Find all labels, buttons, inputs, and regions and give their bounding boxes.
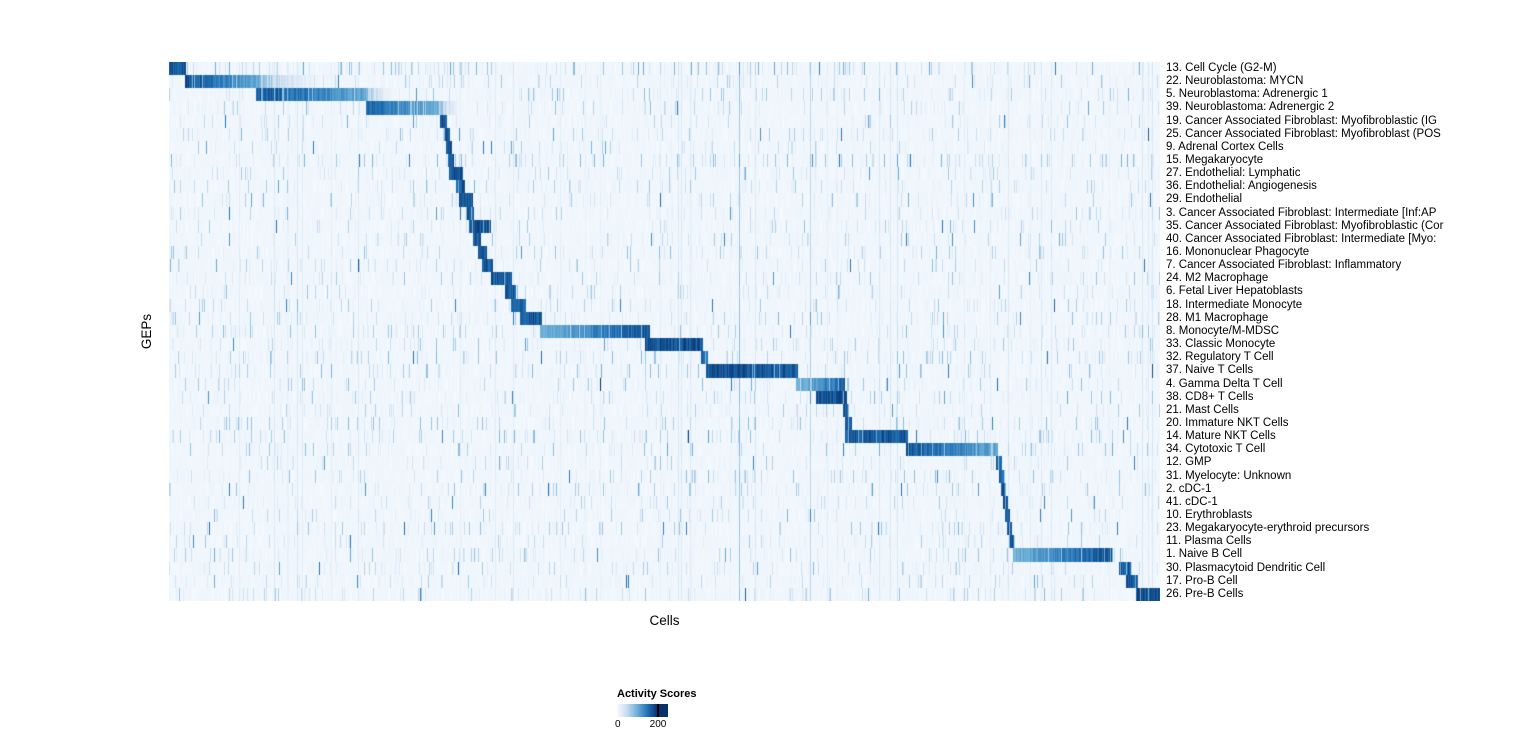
row-label: 11. Plasma Cells — [1166, 535, 1252, 548]
row-label: 19. Cancer Associated Fibroblast: Myofib… — [1166, 114, 1438, 127]
x-axis-label: Cells — [649, 613, 680, 628]
row-label: 41. cDC-1 — [1166, 495, 1218, 508]
legend-gradient-bar — [617, 704, 668, 717]
row-label: 24. M2 Macrophage — [1166, 272, 1269, 285]
row-label: 13. Cell Cycle (G2-M) — [1166, 62, 1277, 74]
row-label: 6. Fetal Liver Hepatoblasts — [1166, 285, 1303, 298]
row-label: 26. Pre-B Cells — [1166, 587, 1244, 600]
heatmap-canvas — [169, 62, 1160, 601]
row-label: 14. Mature NKT Cells — [1166, 430, 1276, 443]
legend-tick-max: 200 — [649, 719, 667, 730]
row-label: 22. Neuroblastoma: MYCN — [1166, 75, 1304, 88]
row-label: 33. Classic Monocyte — [1166, 338, 1276, 351]
y-axis-label-text: GEPs — [139, 313, 155, 350]
row-label: 23. Megakaryocyte-erythroid precursors — [1166, 522, 1370, 535]
legend-title: Activity Scores — [617, 688, 697, 700]
row-label: 38. CD8+ T Cells — [1166, 390, 1254, 403]
row-label: 5. Neuroblastoma: Adrenergic 1 — [1166, 88, 1328, 101]
row-label: 3. Cancer Associated Fibroblast: Interme… — [1166, 206, 1437, 219]
row-label: 39. Neuroblastoma: Adrenergic 2 — [1166, 101, 1335, 114]
legend-ticks: 0 200 — [615, 719, 687, 731]
row-label: 17. Pro-B Cell — [1166, 574, 1238, 587]
row-label: 2. cDC-1 — [1166, 482, 1212, 495]
legend-tick-min: 0 — [615, 719, 621, 730]
row-label: 8. Monocyte/M-MDSC — [1166, 324, 1280, 337]
legend-tick-mark — [657, 704, 659, 717]
row-label: 36. Endothelial: Angiogenesis — [1166, 180, 1317, 193]
row-label: 40. Cancer Associated Fibroblast: Interm… — [1166, 232, 1437, 245]
row-label: 21. Mast Cells — [1166, 403, 1239, 416]
row-label: 7. Cancer Associated Fibroblast: Inflamm… — [1166, 259, 1402, 272]
row-label: 10. Erythroblasts — [1166, 508, 1253, 521]
row-label: 15. Megakaryocyte — [1166, 154, 1264, 167]
row-label: 31. Myelocyte: Unknown — [1166, 469, 1292, 482]
row-label: 20. Immature NKT Cells — [1166, 416, 1289, 429]
row-label: 1. Naive B Cell — [1166, 548, 1243, 561]
row-labels: 13. Cell Cycle (G2-M) 22. Neuroblastoma: … — [1166, 62, 1540, 601]
row-label: 25. Cancer Associated Fibroblast: Myofib… — [1166, 127, 1441, 140]
row-label: 29. Endothelial — [1166, 193, 1243, 206]
row-label: 12. GMP — [1166, 456, 1212, 469]
row-label: 37. Naive T Cells — [1166, 364, 1254, 377]
row-label: 18. Intermediate Monocyte — [1166, 298, 1303, 311]
legend: Activity Scores 0 200 — [615, 688, 737, 731]
row-label: 35. Cancer Associated Fibroblast: Myofib… — [1166, 219, 1444, 232]
row-label: 30. Plasmacytoid Dendritic Cell — [1166, 561, 1326, 574]
row-label: 16. Mononuclear Phagocyte — [1166, 246, 1310, 259]
row-label: 4. Gamma Delta T Cell — [1166, 377, 1283, 390]
row-label: 9. Adrenal Cortex Cells — [1166, 140, 1284, 153]
row-label: 28. M1 Macrophage — [1166, 311, 1269, 324]
row-label: 32. Regulatory T Cell — [1166, 351, 1274, 364]
y-axis-label: GEPs — [134, 62, 160, 601]
row-label: 27. Endothelial: Lymphatic — [1166, 167, 1301, 180]
row-label: 34. Cytotoxic T Cell — [1166, 443, 1266, 456]
